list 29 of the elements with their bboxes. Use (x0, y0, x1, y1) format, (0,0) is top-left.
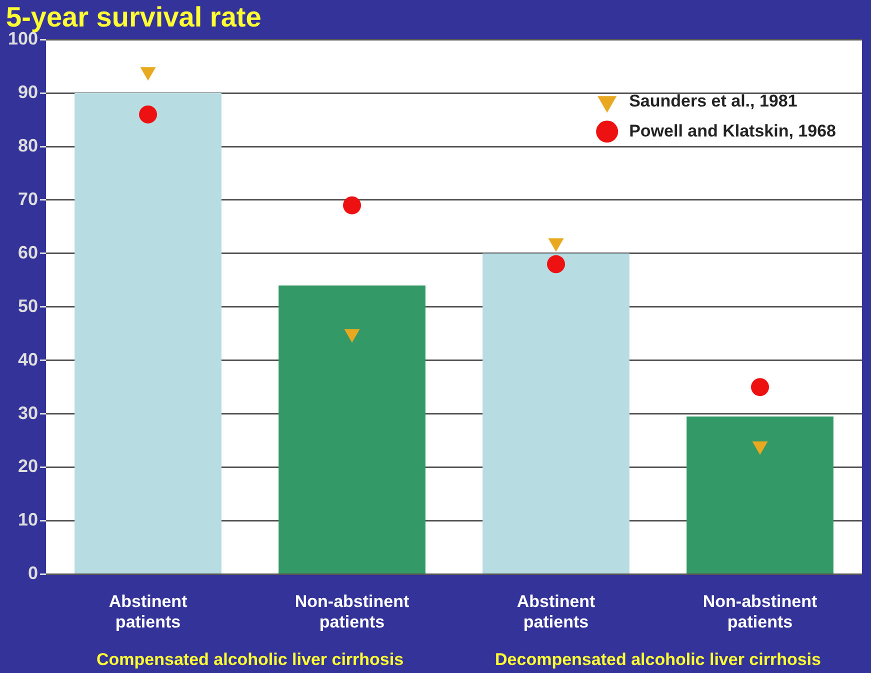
y-tick-label: 0 (28, 563, 38, 584)
legend-label: Saunders et al., 1981 (629, 91, 798, 110)
bar (278, 286, 426, 574)
point (343, 196, 362, 214)
point (139, 105, 158, 124)
y-tick-label: 70 (18, 188, 38, 209)
y-tick-label: 20 (18, 456, 38, 476)
chart-title: 5-year survival rate (6, 2, 262, 33)
point (344, 329, 360, 343)
y-tick-label: 80 (18, 135, 38, 156)
bar (482, 253, 630, 574)
x-tick-label: Non-abstinent patients (294, 592, 410, 632)
text: Compensated alcoholic liver cirrhosis (96, 650, 404, 669)
legend-label: Powell and Klatskin, 1968 (629, 121, 836, 140)
y-tick-label: 90 (18, 82, 38, 102)
x-tick-label: Abstinent patients (108, 592, 188, 632)
point (752, 441, 768, 455)
x-tick-label: Abstinent patients (516, 592, 596, 632)
point (547, 255, 566, 274)
bar (686, 416, 834, 574)
bar (74, 93, 222, 574)
text: Decompensated alcoholic liver cirrhosis (495, 650, 821, 669)
x-tick-label: Non-abstinent patients (702, 592, 818, 632)
y-tick-label: 40 (18, 349, 38, 370)
point (751, 378, 770, 396)
y-tick-label: 10 (18, 510, 38, 530)
y-tick-label: 60 (18, 242, 38, 262)
y-tick-label: 30 (18, 402, 38, 423)
y-tick-label: 50 (18, 296, 38, 316)
